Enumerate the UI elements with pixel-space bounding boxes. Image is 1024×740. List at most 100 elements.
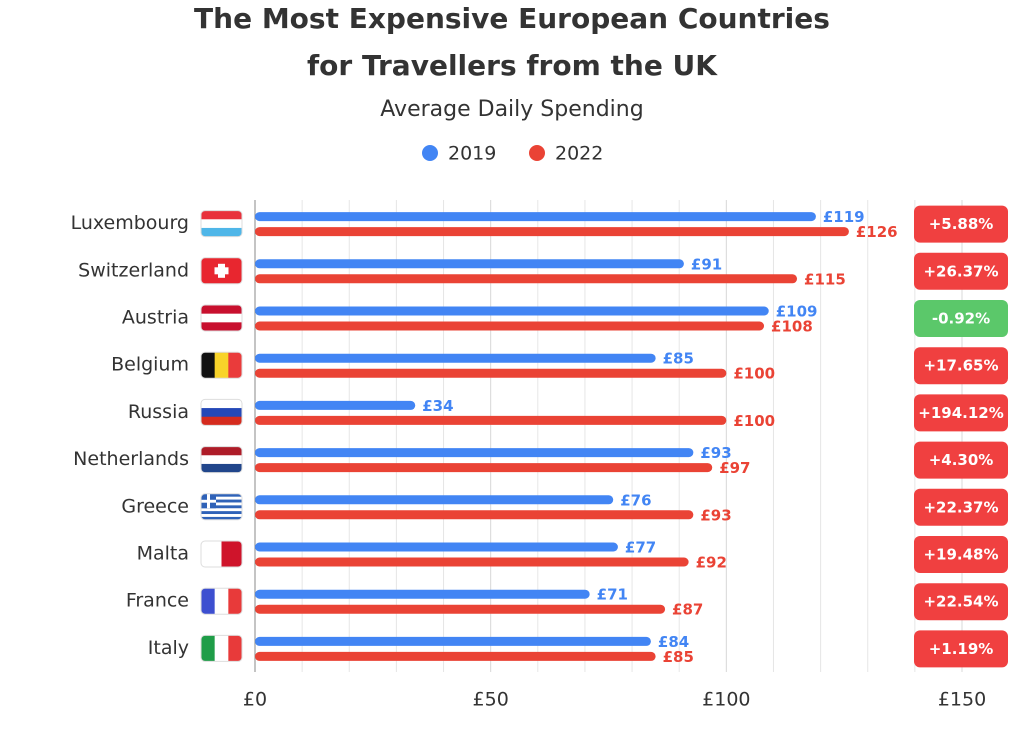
- y-tick-label: Malta: [137, 543, 189, 565]
- flag-stripe: [211, 541, 222, 567]
- y-tick-label: Belgium: [111, 354, 189, 376]
- value-label: £85: [663, 350, 694, 368]
- change-label: +17.65%: [923, 357, 998, 375]
- value-label: £71: [597, 586, 628, 604]
- x-tick-label: £150: [938, 689, 986, 711]
- flag-cross: [214, 267, 229, 275]
- bar: [255, 368, 727, 378]
- value-label: £115: [804, 270, 846, 288]
- y-tick-label: Austria: [122, 307, 189, 329]
- bar: [255, 510, 694, 520]
- flag: [200, 304, 243, 332]
- value-label: £93: [700, 506, 731, 524]
- flag-stripe: [201, 499, 242, 503]
- value-label: £109: [776, 303, 818, 321]
- legend-marker: [422, 145, 438, 161]
- flag-stripe: [201, 408, 242, 418]
- chart-title: The Most Expensive European Countries: [194, 2, 830, 35]
- change-label: +19.48%: [923, 546, 998, 564]
- flag-body: [201, 446, 242, 473]
- flag: [200, 493, 243, 521]
- flag-border: [200, 210, 243, 238]
- legend-marker: [529, 145, 545, 161]
- flag-stripe: [201, 219, 242, 229]
- flag-stripe: [201, 455, 242, 465]
- change-badge: [914, 630, 1008, 668]
- bar: [255, 212, 816, 222]
- flag-border: [200, 257, 243, 285]
- flag-stripe: [201, 511, 242, 515]
- flag-stripe: [201, 305, 242, 315]
- flag-stripe: [201, 493, 242, 497]
- flag-border: [200, 493, 243, 521]
- bar: [255, 259, 684, 269]
- flag-stripe: [231, 541, 242, 567]
- value-label: £85: [663, 648, 694, 666]
- bar: [255, 415, 727, 425]
- flag-stripe: [201, 541, 212, 567]
- flag-body: [201, 541, 242, 567]
- y-tick-label: Switzerland: [78, 259, 189, 281]
- value-label: £77: [625, 539, 656, 557]
- flag-stripe: [221, 541, 233, 567]
- flag-border: [200, 634, 243, 662]
- flag-stripe: [201, 313, 242, 323]
- flag: [200, 446, 243, 474]
- bar: [255, 542, 618, 552]
- change-label: -0.92%: [932, 310, 990, 328]
- bar: [255, 604, 666, 614]
- bar: [255, 557, 689, 567]
- flag-stripe: [228, 588, 242, 615]
- value-label: £119: [823, 208, 865, 226]
- flag-stripe: [214, 588, 229, 615]
- value-label: £100: [733, 365, 775, 383]
- flag-body: [201, 399, 242, 426]
- chart-subtitle: Average Daily Spending: [380, 97, 643, 122]
- value-label: £108: [771, 318, 813, 336]
- bar: [255, 463, 713, 473]
- flag-stripe: [228, 352, 242, 379]
- flag: [200, 634, 243, 662]
- flag-border: [200, 398, 243, 426]
- flag-stripe: [201, 496, 242, 500]
- change-badge: [914, 583, 1008, 621]
- flag-stripe: [201, 508, 242, 512]
- legend-label: 2022: [555, 143, 603, 165]
- value-label: £91: [691, 255, 722, 273]
- bar: [255, 495, 614, 505]
- y-tick-label: Russia: [128, 401, 189, 423]
- value-label: £97: [719, 459, 750, 477]
- flag-body: [201, 352, 242, 379]
- flag-border: [200, 304, 243, 332]
- change-label: +4.30%: [929, 451, 994, 469]
- flag-stripe: [201, 502, 242, 506]
- value-label: £126: [856, 223, 898, 241]
- bar: [255, 227, 849, 237]
- flag: [200, 351, 243, 379]
- y-tick-label: Italy: [148, 637, 189, 659]
- flag-stripe: [214, 352, 229, 379]
- bar: [255, 353, 656, 363]
- change-badge: [914, 347, 1008, 385]
- flag: [200, 398, 243, 426]
- change-label: +22.37%: [923, 498, 998, 516]
- flag-stripe: [214, 635, 229, 662]
- bar: [255, 651, 656, 661]
- change-badge: [914, 252, 1008, 290]
- chart-title: for Travellers from the UK: [307, 49, 718, 82]
- value-label: £87: [672, 601, 703, 619]
- value-label: £93: [700, 444, 731, 462]
- flag-border: [200, 540, 243, 568]
- value-label: £100: [733, 412, 775, 430]
- flag-stripe: [201, 635, 216, 662]
- flag-body: [201, 493, 242, 520]
- flag-border: [200, 351, 243, 379]
- flag-stripe: [201, 463, 242, 473]
- flag-border: [200, 446, 243, 474]
- x-tick-label: £0: [243, 689, 267, 711]
- change-badge: [914, 441, 1008, 479]
- value-label: £92: [696, 554, 727, 572]
- legend-label: 2019: [448, 143, 496, 165]
- change-label: +26.37%: [923, 262, 998, 280]
- flag-cross: [201, 499, 216, 503]
